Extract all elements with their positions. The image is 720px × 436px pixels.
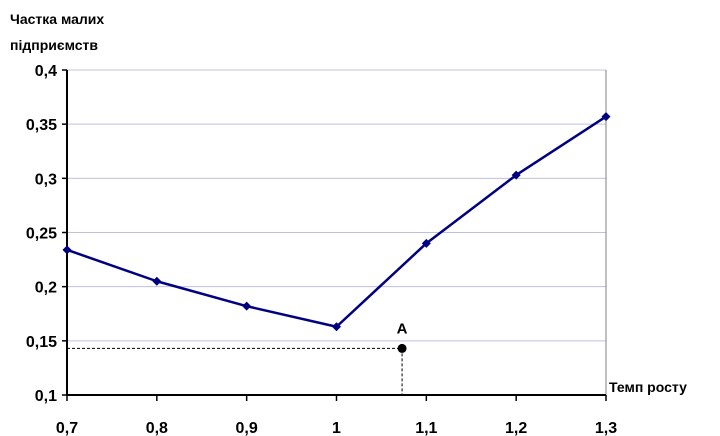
x-axis-title: Темп росту [609, 379, 687, 395]
x-tick-label: 1 [332, 420, 341, 436]
y-tick-label: 0,15 [26, 334, 57, 351]
y-tick-label: 0,1 [35, 388, 57, 405]
x-tick-labels: 0,7 0,8 0,9 1 1,1 1,2 1,3 [56, 420, 617, 436]
y-axis-title-line-1: Частка малих [10, 11, 104, 27]
gridlines [67, 69, 607, 395]
data-point [152, 276, 162, 286]
data-point [511, 170, 521, 180]
x-tick-label: 0,9 [236, 420, 258, 436]
axes [62, 69, 607, 401]
y-axis-title-line-2: підприємств [10, 37, 98, 53]
annotations: A [397, 320, 408, 353]
annotation-droplines [67, 347, 403, 395]
annotation-point [397, 343, 407, 353]
data-point [421, 238, 431, 248]
data-point [242, 301, 252, 311]
x-tick-label: 0,8 [146, 420, 168, 436]
y-tick-label: 0,35 [26, 117, 57, 134]
data-point [62, 245, 72, 255]
x-tick-label: 0,7 [56, 420, 78, 436]
y-tick-label: 0,25 [26, 226, 57, 243]
y-tick-label: 0,2 [35, 280, 57, 297]
series [62, 112, 611, 332]
data-point [601, 112, 611, 122]
x-tick-label: 1,1 [415, 420, 437, 436]
data-point [332, 322, 341, 332]
series-line [66, 115, 607, 328]
y-tick-label: 0,4 [35, 63, 57, 80]
y-tick-labels: 0,1 0,15 0,2 0,25 0,3 0,35 0,4 [26, 63, 57, 405]
x-tick-label: 1,3 [595, 420, 617, 436]
x-tick-label: 1,2 [505, 420, 527, 436]
y-tick-label: 0,3 [35, 171, 57, 188]
annotation-label: A [397, 320, 408, 337]
